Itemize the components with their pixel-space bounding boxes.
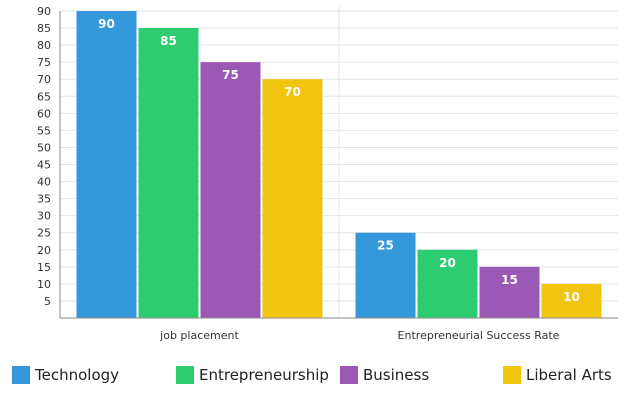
legend-item-business[interactable]: Business <box>340 362 429 388</box>
y-tick-label: 5 <box>44 295 51 308</box>
y-tick-label: 35 <box>37 193 51 206</box>
y-tick-label: 70 <box>37 73 51 86</box>
y-tick-label: 55 <box>37 124 51 137</box>
y-tick-label: 25 <box>37 227 51 240</box>
y-tick-label: 60 <box>37 107 51 120</box>
y-tick-label: 80 <box>37 39 51 52</box>
y-tick-label: 85 <box>37 22 51 35</box>
bar-chart: 5 10 15 20 25 30 35 40 45 50 55 60 65 70 75 80 85 90 90 85… <box>0 0 625 362</box>
data-label: 70 <box>284 85 301 99</box>
data-label: 10 <box>563 290 580 304</box>
data-label: 75 <box>222 68 239 82</box>
legend-swatch <box>503 366 521 384</box>
bar-technology[interactable] <box>77 11 137 318</box>
data-label: 20 <box>439 256 456 270</box>
bar-business[interactable] <box>201 62 261 318</box>
y-tick-label: 90 <box>37 5 51 18</box>
legend: Technology Entrepreneurship Business Lib… <box>0 362 625 388</box>
legend-item-entrepreneurship[interactable]: Entrepreneurship <box>176 362 329 388</box>
legend-item-liberal-arts[interactable]: Liberal Arts <box>503 362 612 388</box>
y-tick-label: 40 <box>37 176 51 189</box>
y-axis: 5 10 15 20 25 30 35 40 45 50 55 60 65 70 75 80 85 90 <box>37 5 60 318</box>
data-label: 85 <box>160 34 177 48</box>
y-tick-label: 15 <box>37 261 51 274</box>
x-category-label: job placement <box>159 329 239 342</box>
y-tick-label: 30 <box>37 210 51 223</box>
bar-liberal-arts[interactable] <box>263 79 323 318</box>
data-label: 25 <box>377 239 394 253</box>
legend-swatch <box>176 366 194 384</box>
bar-entrepreneurship[interactable] <box>139 28 199 318</box>
data-label: 90 <box>98 17 115 31</box>
x-axis: job placement Entrepreneurial Success Rat… <box>60 318 618 342</box>
data-label: 15 <box>501 273 518 287</box>
y-tick-label: 65 <box>37 90 51 103</box>
legend-label: Liberal Arts <box>526 366 612 384</box>
y-tick-label: 20 <box>37 244 51 257</box>
y-tick-label: 50 <box>37 141 51 154</box>
legend-label: Entrepreneurship <box>199 366 329 384</box>
x-category-label: Entrepreneurial Success Rate <box>398 329 560 342</box>
y-tick-label: 45 <box>37 159 51 172</box>
legend-swatch <box>340 366 358 384</box>
y-tick-label: 10 <box>37 278 51 291</box>
legend-label: Technology <box>35 366 119 384</box>
y-tick-label: 75 <box>37 56 51 69</box>
legend-swatch <box>12 366 30 384</box>
legend-label: Business <box>363 366 429 384</box>
legend-item-technology[interactable]: Technology <box>12 362 119 388</box>
